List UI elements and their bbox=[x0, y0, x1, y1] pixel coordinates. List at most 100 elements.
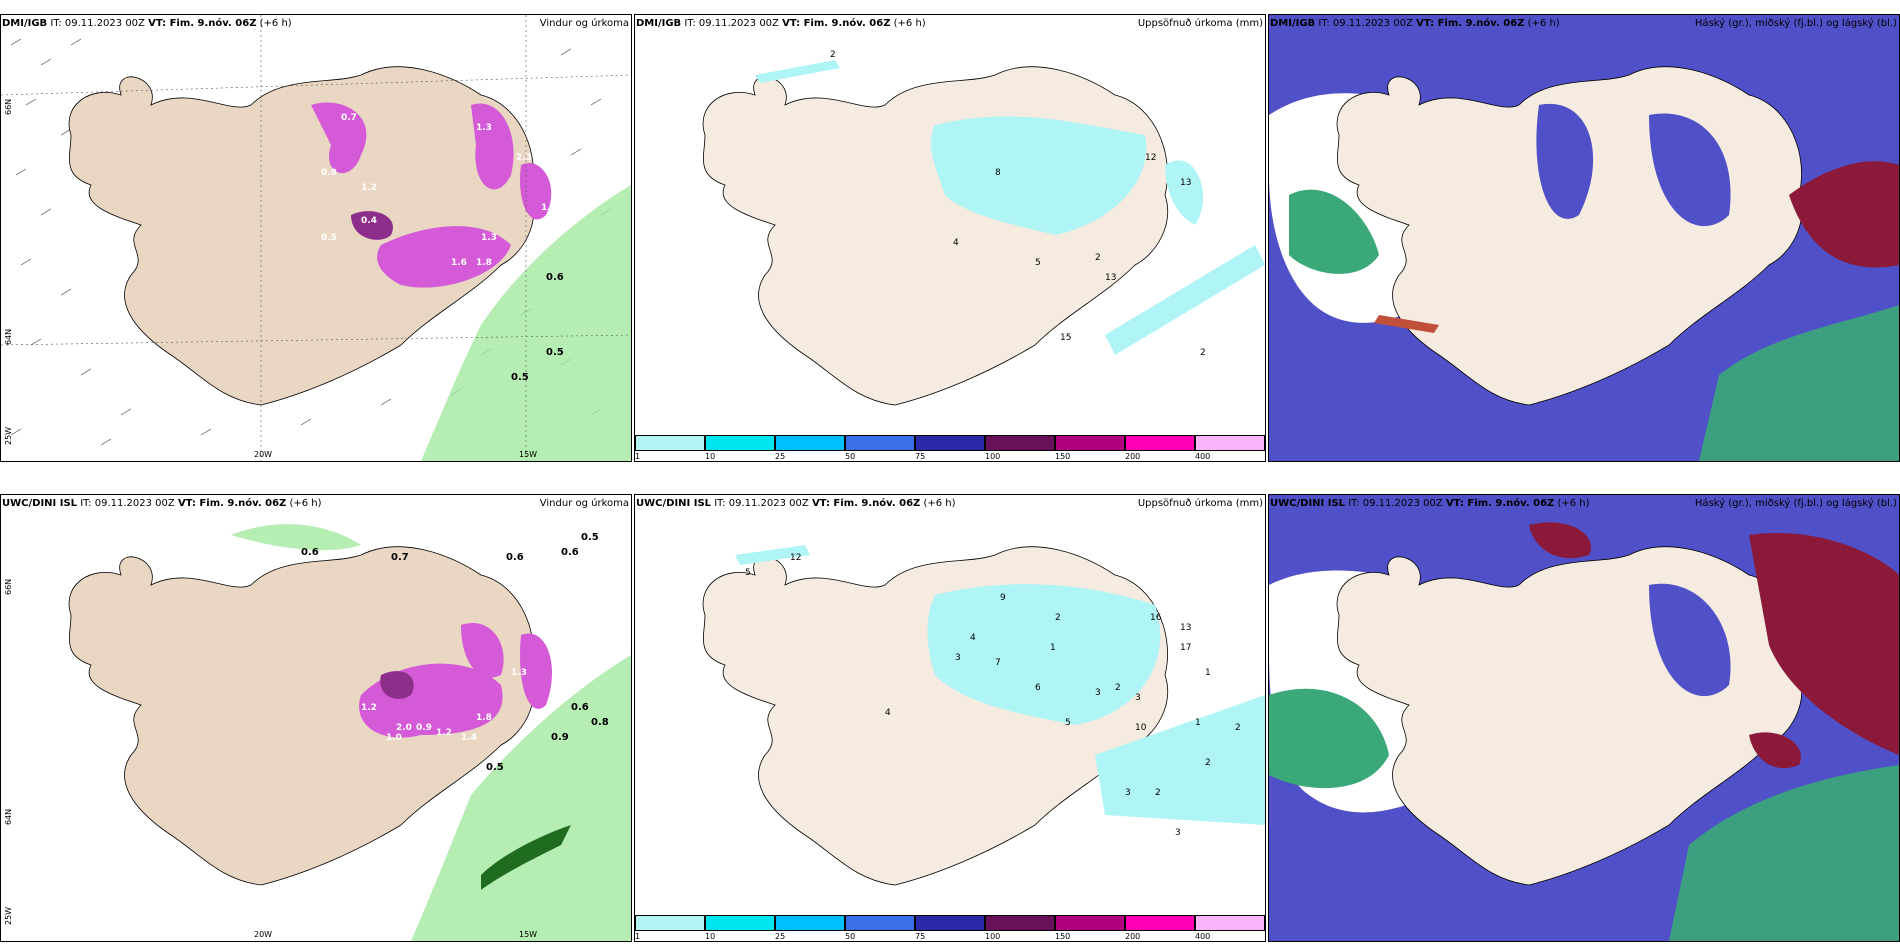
svg-text:0.9: 0.9 bbox=[551, 732, 569, 743]
colorbar-tick: 400 bbox=[1195, 452, 1211, 461]
svg-text:2: 2 bbox=[1200, 348, 1206, 358]
colorbar-tick: 50 bbox=[845, 452, 856, 461]
svg-text:0.6: 0.6 bbox=[571, 702, 589, 713]
colorbar-swatch bbox=[1195, 435, 1265, 451]
colorbar: 1 10 25 50 75 100 150 200 400 bbox=[635, 915, 1265, 941]
green-precip bbox=[421, 185, 631, 461]
svg-text:2.0: 2.0 bbox=[396, 723, 412, 733]
panel-uwc-clouds: UWC/DINI ISL IT: 09.11.2023 00Z VT: Fim.… bbox=[1268, 494, 1900, 942]
svg-text:1.8: 1.8 bbox=[476, 258, 492, 268]
svg-text:3: 3 bbox=[1135, 693, 1141, 703]
cyan-precip bbox=[735, 545, 1265, 825]
svg-text:2: 2 bbox=[830, 50, 836, 60]
svg-text:10: 10 bbox=[1135, 723, 1147, 733]
svg-text:1.4: 1.4 bbox=[461, 733, 477, 743]
colorbar-swatch bbox=[845, 435, 915, 451]
colorbar-tick: 150 bbox=[1055, 452, 1071, 461]
svg-text:0.4: 0.4 bbox=[361, 216, 377, 226]
colorbar-tick: 200 bbox=[1125, 932, 1141, 941]
precip-labels: 2 8 12 4 5 13 15 2 13 2 bbox=[830, 50, 1206, 358]
green-precip bbox=[411, 655, 631, 941]
svg-text:0.6: 0.6 bbox=[561, 547, 579, 558]
panel-header: DMI/IGB IT: 09.11.2023 00Z VT: Fim. 9.nó… bbox=[1270, 18, 1897, 29]
svg-text:1: 1 bbox=[1205, 668, 1211, 678]
panel-header: DMI/IGB IT: 09.11.2023 00Z VT: Fim. 9.nó… bbox=[2, 18, 629, 29]
precip-purple bbox=[311, 102, 552, 288]
colorbar-swatch bbox=[635, 915, 705, 931]
panel-uwc-accum-precip: 5 12 9 4 3 7 2 1 16 13 17 4 6 3 2 3 5 10… bbox=[634, 494, 1266, 942]
colorbar-swatch bbox=[915, 435, 985, 451]
colorbar-tick: 10 bbox=[705, 452, 716, 461]
colorbar-tick: 50 bbox=[845, 932, 856, 941]
colorbar-tick: 75 bbox=[915, 452, 926, 461]
svg-text:1.0: 1.0 bbox=[386, 733, 402, 743]
svg-text:0.6: 0.6 bbox=[506, 552, 524, 563]
panel-header: UWC/DINI ISL IT: 09.11.2023 00Z VT: Fim.… bbox=[2, 498, 629, 509]
svg-text:1.2: 1.2 bbox=[361, 703, 377, 713]
svg-text:1.5: 1.5 bbox=[541, 203, 557, 213]
svg-text:5: 5 bbox=[1065, 718, 1071, 728]
colorbar-swatch bbox=[915, 915, 985, 931]
svg-text:4: 4 bbox=[953, 238, 959, 248]
colorbar-tick: 150 bbox=[1055, 932, 1071, 941]
colorbar-tick: 100 bbox=[985, 932, 1001, 941]
axis-64n: 64N bbox=[4, 809, 13, 825]
svg-text:3: 3 bbox=[1095, 688, 1101, 698]
svg-text:2: 2 bbox=[1095, 253, 1101, 263]
colorbar-tick: 75 bbox=[915, 932, 926, 941]
colorbar-swatch bbox=[1055, 915, 1125, 931]
colorbar-swatch bbox=[1125, 435, 1195, 451]
svg-text:0.5: 0.5 bbox=[486, 762, 504, 773]
colorbar-tick: 400 bbox=[1195, 932, 1211, 941]
svg-text:2.3: 2.3 bbox=[516, 153, 532, 163]
axis-20w: 20W bbox=[254, 450, 272, 459]
svg-text:13: 13 bbox=[1105, 273, 1116, 283]
colorbar-tick: 10 bbox=[705, 932, 716, 941]
panel-uwc-wind-precip: 0.6 0.7 0.6 0.5 0.6 1.2 2.0 0.9 1.0 1.2 … bbox=[0, 494, 632, 942]
colorbar-tick: 25 bbox=[775, 932, 786, 941]
panel-dmi-wind-precip: 0.9 1.2 0.4 0.5 1.6 1.8 1.3 2.3 0.6 0.5 … bbox=[0, 14, 632, 462]
svg-text:5: 5 bbox=[1035, 258, 1041, 268]
svg-text:0.9: 0.9 bbox=[416, 723, 432, 733]
colorbar-swatch bbox=[635, 435, 705, 451]
axis-66n: 66N bbox=[4, 99, 13, 115]
svg-text:0.6: 0.6 bbox=[546, 272, 564, 283]
axis-15w: 15W bbox=[519, 450, 537, 459]
colorbar-swatch bbox=[845, 915, 915, 931]
colorbar-tick: 100 bbox=[985, 452, 1001, 461]
axis-20w: 20W bbox=[254, 930, 272, 939]
svg-text:4: 4 bbox=[970, 633, 976, 643]
axis-15w: 15W bbox=[519, 930, 537, 939]
colorbar-swatch bbox=[1055, 435, 1125, 451]
axis-25w: 25W bbox=[4, 427, 13, 445]
svg-text:13: 13 bbox=[1180, 178, 1191, 188]
svg-text:1.3: 1.3 bbox=[476, 123, 492, 133]
precip-labels: 0.9 1.2 0.4 0.5 1.6 1.8 1.3 2.3 0.6 0.5 … bbox=[321, 113, 564, 383]
svg-text:1.8: 1.8 bbox=[476, 713, 492, 723]
iceland-land bbox=[68, 546, 535, 886]
panel-header: UWC/DINI ISL IT: 09.11.2023 00Z VT: Fim.… bbox=[636, 498, 1263, 509]
svg-text:1.2: 1.2 bbox=[361, 183, 377, 193]
svg-text:0.5: 0.5 bbox=[546, 347, 564, 358]
svg-text:16: 16 bbox=[1150, 613, 1162, 623]
wind-precip-map: 0.9 1.2 0.4 0.5 1.6 1.8 1.3 2.3 0.6 0.5 … bbox=[1, 15, 631, 461]
svg-text:5: 5 bbox=[745, 568, 751, 578]
colorbar-swatch bbox=[985, 915, 1055, 931]
panel-dmi-accum-precip: 2 8 12 4 5 13 15 2 13 2 1 10 25 50 75 10… bbox=[634, 14, 1266, 462]
svg-text:3: 3 bbox=[955, 653, 961, 663]
wind-precip-map: 0.6 0.7 0.6 0.5 0.6 1.2 2.0 0.9 1.0 1.2 … bbox=[1, 495, 631, 941]
svg-text:1: 1 bbox=[1195, 718, 1201, 728]
svg-text:1.3: 1.3 bbox=[481, 233, 497, 243]
svg-text:2: 2 bbox=[1115, 683, 1121, 693]
colorbar-swatch bbox=[985, 435, 1055, 451]
svg-text:2: 2 bbox=[1055, 613, 1061, 623]
svg-text:0.5: 0.5 bbox=[581, 532, 599, 543]
axis-66n: 66N bbox=[4, 579, 13, 595]
precip-labels: 0.6 0.7 0.6 0.5 0.6 1.2 2.0 0.9 1.0 1.2 … bbox=[301, 532, 609, 773]
svg-text:9: 9 bbox=[1000, 593, 1006, 603]
svg-text:1: 1 bbox=[1050, 643, 1056, 653]
svg-text:2: 2 bbox=[1235, 723, 1241, 733]
colorbar-swatch bbox=[705, 435, 775, 451]
axis-64n: 64N bbox=[4, 329, 13, 345]
svg-text:17: 17 bbox=[1180, 643, 1191, 653]
